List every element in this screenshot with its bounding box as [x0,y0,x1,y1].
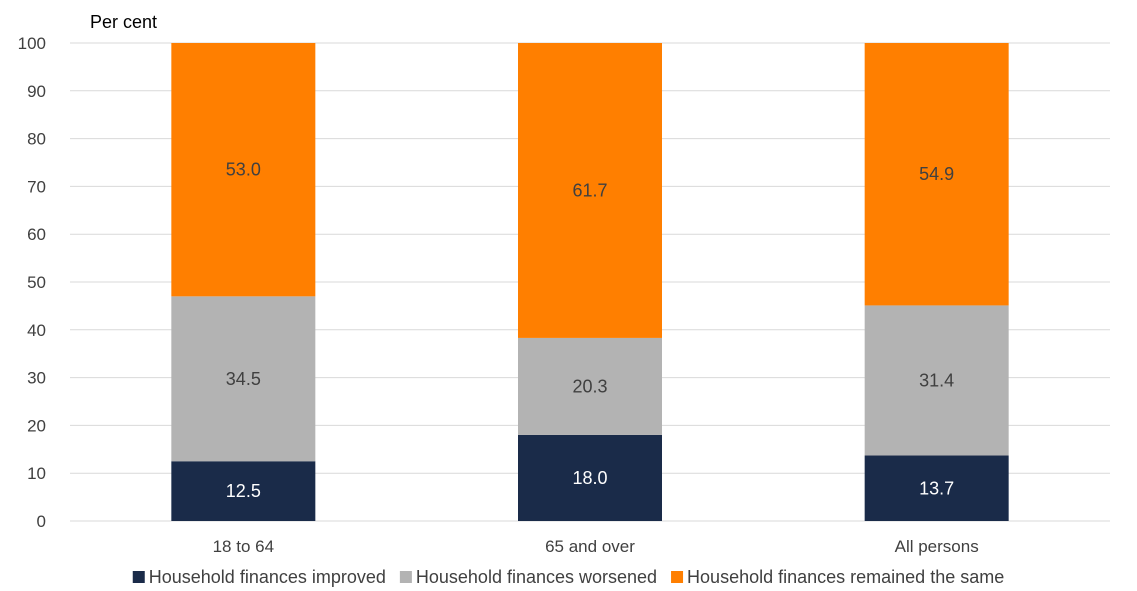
data-label: 54.9 [919,164,954,184]
bars: 12.5 34.5 53.0 18.0 20.3 61.7 13.7 31.4 54.9 [171,43,1009,521]
y-axis-label: Per cent [90,12,157,32]
legend: Household finances improved Household fin… [132,567,1004,587]
legend-swatch [671,571,684,583]
bar-segment [171,296,316,462]
bar-segment [864,455,1009,521]
bar-segment [518,337,662,435]
data-label: 61.7 [572,180,607,200]
y-tick-label: 60 [27,225,46,244]
legend-entry: Household finances worsened [416,567,657,587]
bar-segment [864,305,1009,456]
data-label: 13.7 [919,478,954,498]
y-tick-label: 50 [27,273,46,292]
y-tick-label: 40 [27,321,46,340]
legend-swatch [399,571,412,583]
x-tick-label: 18 to 64 [213,537,274,556]
y-tick-label: 90 [27,82,46,101]
bar-segment [171,43,316,297]
x-axis-ticks: 18 to 64 65 and over All persons [213,537,979,556]
bar-segment [864,43,1009,306]
x-tick-label: All persons [895,537,979,556]
bar-segment [518,434,662,521]
y-tick-label: 70 [27,177,46,196]
bar-segment [518,43,662,338]
y-tick-label: 0 [37,512,46,531]
data-label: 20.3 [572,376,607,396]
data-label: 34.5 [226,369,261,389]
data-label: 12.5 [226,481,261,501]
data-label: 31.4 [919,370,954,390]
y-tick-label: 10 [27,464,46,483]
data-label: 53.0 [226,160,261,180]
data-label: 18.0 [572,468,607,488]
y-tick-label: 20 [27,416,46,435]
y-axis-ticks: 0 10 20 30 40 50 60 70 80 90 100 [18,34,46,531]
y-tick-label: 80 [27,130,46,149]
bar-segment [171,461,316,521]
legend-swatch [132,571,145,583]
x-tick-label: 65 and over [545,537,635,556]
legend-entry: Household finances remained the same [687,567,1004,587]
legend-entry: Household finances improved [149,567,386,587]
y-tick-label: 30 [27,369,46,388]
y-tick-label: 100 [18,34,46,53]
